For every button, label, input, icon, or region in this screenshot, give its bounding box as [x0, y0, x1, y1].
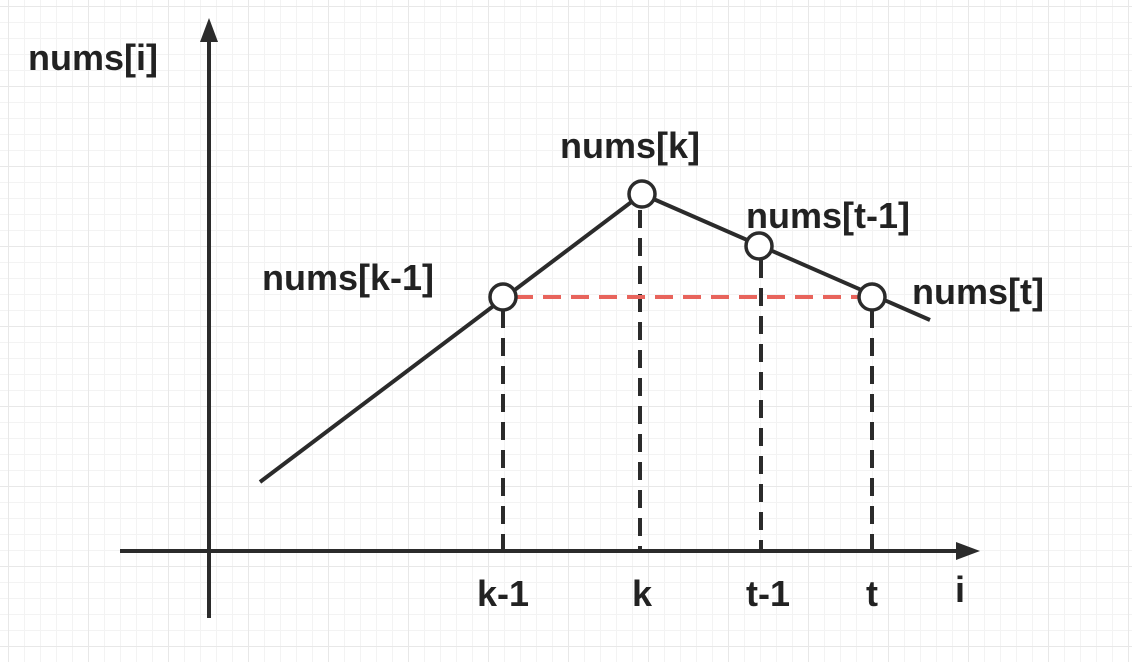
- sequence-curve: [258, 192, 931, 484]
- point-k-1: [488, 282, 518, 312]
- y-axis-arrow: [200, 18, 218, 42]
- point-label-t-1: nums[t-1]: [746, 195, 910, 236]
- point-t-1: [744, 231, 774, 261]
- point-label-k-1: nums[k-1]: [262, 257, 434, 298]
- tick-label-t: t: [866, 573, 878, 614]
- point-label-t: nums[t]: [912, 271, 1044, 312]
- point-k: [627, 179, 657, 209]
- x-axis-label: i: [955, 569, 965, 610]
- point-label-k: nums[k]: [560, 125, 700, 166]
- point-t: [857, 282, 887, 312]
- tick-label-k-1: k-1: [477, 573, 529, 614]
- y-axis-label: nums[i]: [28, 37, 158, 78]
- tick-label-t-1: t-1: [746, 573, 790, 614]
- tick-label-k: k: [632, 573, 653, 614]
- x-axis-arrow: [956, 542, 980, 560]
